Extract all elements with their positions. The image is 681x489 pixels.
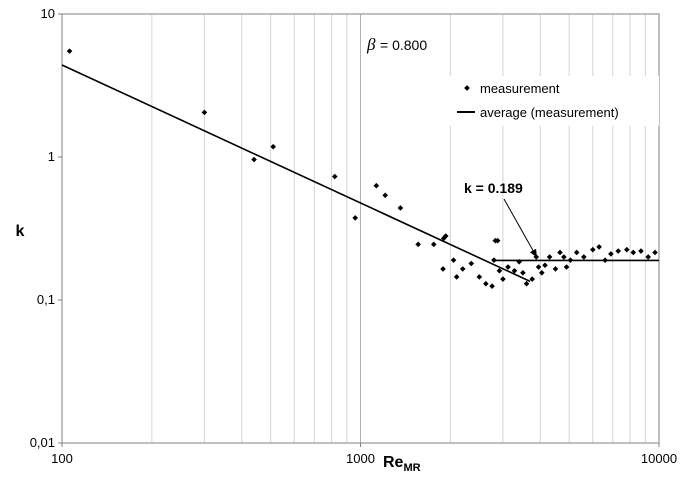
data-point [567, 257, 574, 263]
data-point [615, 248, 622, 254]
x-tick-label: 1000 [346, 451, 375, 466]
data-point [561, 254, 567, 260]
data-point [500, 276, 506, 282]
data-point [496, 268, 503, 274]
data-point [468, 260, 475, 267]
data-point [66, 48, 73, 54]
data-point [630, 249, 637, 256]
x-tick-label: 100 [51, 451, 73, 466]
data-point [459, 266, 466, 272]
annotation-arrowhead [529, 248, 537, 258]
data-point [608, 251, 614, 257]
data-point [638, 248, 644, 254]
legend-label-average: average (measurement) [480, 105, 619, 120]
y-tick-label: 1 [48, 149, 55, 164]
data-point [331, 173, 338, 180]
annotation-arrow [503, 198, 538, 258]
average-line-segment [61, 64, 531, 283]
data-point [557, 249, 563, 256]
data-point [442, 233, 449, 239]
x-axis-label-sub: MR [403, 462, 420, 474]
data-point [483, 280, 489, 287]
data-point [511, 268, 518, 274]
data-point [430, 241, 437, 248]
data-point [581, 254, 587, 260]
data-point [563, 264, 570, 270]
y-tick-label: 0,01 [30, 435, 55, 450]
data-point [440, 266, 446, 272]
y-axis-ticks: 10 1 0,1 0,01 [30, 6, 62, 450]
data-point [589, 246, 596, 253]
data-point [270, 143, 277, 150]
data-point [596, 244, 602, 250]
x-tick-label: 10000 [641, 451, 677, 466]
data-point [542, 262, 548, 269]
x-axis-ticks: 100 1000 10000 [51, 443, 677, 466]
data-point [520, 269, 526, 276]
data-point [623, 246, 630, 253]
data-point [494, 237, 501, 244]
data-point [546, 254, 553, 260]
beta-value: = 0.800 [380, 37, 427, 53]
data-point [251, 156, 257, 163]
legend-marker-points [464, 85, 470, 91]
data-point [397, 205, 404, 211]
data-point [652, 249, 658, 256]
data-point [552, 266, 559, 272]
data-point [602, 257, 608, 263]
data-point [573, 249, 580, 256]
legend: measurement average (measurement) [447, 76, 659, 126]
data-point [645, 254, 651, 260]
data-point [476, 274, 483, 280]
data-point [201, 109, 208, 116]
y-axis-label: k [16, 223, 25, 240]
data-point [352, 215, 359, 221]
data-point [382, 192, 389, 199]
average-line [61, 64, 659, 283]
data-point [539, 269, 545, 276]
data-point [453, 274, 460, 280]
data-point [491, 257, 497, 263]
data-point [489, 283, 495, 289]
x-axis-label-main: Re [383, 454, 404, 471]
data-point [535, 264, 542, 270]
x-axis-label: ReMR [383, 454, 421, 474]
beta-symbol: β [366, 35, 376, 54]
y-tick-label: 10 [41, 6, 55, 21]
data-point [450, 257, 457, 263]
data-point [373, 182, 380, 189]
data-point [505, 264, 511, 270]
annotation-label: k = 0.189 [464, 180, 523, 196]
beta-label: β = 0.800 [366, 35, 427, 54]
data-point [516, 258, 522, 265]
legend-label-measurement: measurement [480, 81, 560, 96]
data-point [523, 280, 530, 287]
legend-box [447, 76, 659, 126]
data-point [440, 235, 447, 242]
data-point [529, 276, 535, 282]
data-point [415, 241, 421, 248]
y-tick-label: 0,1 [37, 292, 55, 307]
